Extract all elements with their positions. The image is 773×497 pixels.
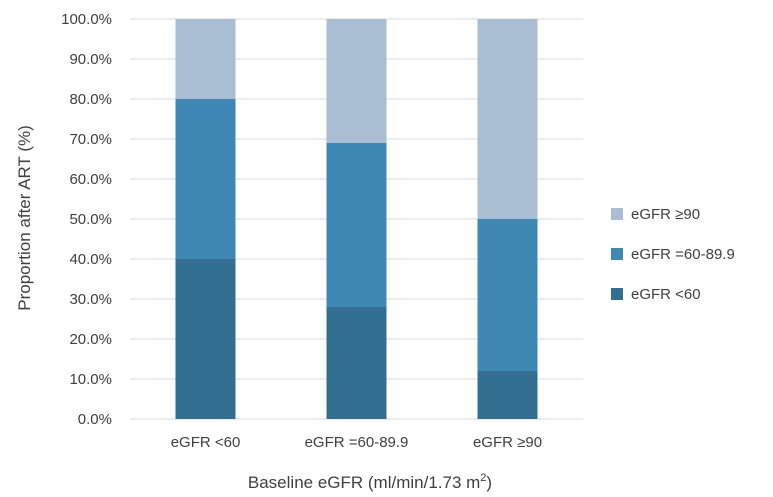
x-axis-title: Baseline eGFR (ml/min/1.73 m2) xyxy=(248,472,492,492)
y-tick-label: 10.0% xyxy=(69,371,112,388)
y-tick-label: 90.0% xyxy=(69,51,112,68)
bars xyxy=(175,19,538,419)
legend: eGFR ≥90 eGFR =60-89.9 eGFR <60 xyxy=(611,206,735,303)
y-tick-label: 40.0% xyxy=(69,251,112,268)
x-tick-labels: eGFR <60 eGFR =60-89.9 eGFR ≥90 xyxy=(171,434,542,451)
x-axis-title-superscript: 2 xyxy=(480,472,486,484)
y-tick-label: 0.0% xyxy=(78,411,112,428)
bar-egfr-ge90-egfr-lt60 xyxy=(477,371,538,419)
x-axis-title-main: Baseline eGFR (ml/min/1.73 m xyxy=(248,473,480,492)
y-tick-label: 20.0% xyxy=(69,331,112,348)
bar-egfr-eq60-89-9-egfr-ge90 xyxy=(326,19,387,143)
bar-egfr-ge90-egfr-ge90 xyxy=(477,19,538,219)
y-tick-label: 50.0% xyxy=(69,211,112,228)
bar-egfr-eq60-89-9-egfr-lt60 xyxy=(326,307,387,419)
y-axis-title: Proportion after ART (%) xyxy=(15,125,34,311)
x-tick-label: eGFR ≥90 xyxy=(473,434,542,451)
bar-egfr-lt60-egfr-eq60-89-9 xyxy=(175,99,236,259)
legend-swatch-egfr-lt60 xyxy=(611,288,623,300)
legend-label-egfr-eq60-89-9: eGFR =60-89.9 xyxy=(631,246,735,263)
y-tick-label: 70.0% xyxy=(69,131,112,148)
y-tick-label: 30.0% xyxy=(69,291,112,308)
bar-egfr-ge90-egfr-eq60-89-9 xyxy=(477,219,538,371)
y-tick-label: 100.0% xyxy=(61,11,112,28)
bar-egfr-eq60-89-9-egfr-eq60-89-9 xyxy=(326,143,387,307)
x-tick-label: eGFR <60 xyxy=(171,434,241,451)
y-tick-label: 80.0% xyxy=(69,91,112,108)
y-tick-label: 60.0% xyxy=(69,171,112,188)
legend-swatch-egfr-ge90 xyxy=(611,208,623,220)
legend-label-egfr-ge90: eGFR ≥90 xyxy=(631,206,700,223)
bar-egfr-lt60-egfr-lt60 xyxy=(175,259,236,419)
x-axis-title-suffix: ) xyxy=(486,473,492,492)
legend-label-egfr-lt60: eGFR <60 xyxy=(631,286,701,303)
bar-egfr-lt60-egfr-ge90 xyxy=(175,19,236,99)
x-tick-label: eGFR =60-89.9 xyxy=(305,434,409,451)
legend-swatch-egfr-eq60-89-9 xyxy=(611,248,623,260)
y-tick-labels: 0.0% 10.0% 20.0% 30.0% 40.0% 50.0% 60.0% 70.0% 8… xyxy=(61,11,112,428)
